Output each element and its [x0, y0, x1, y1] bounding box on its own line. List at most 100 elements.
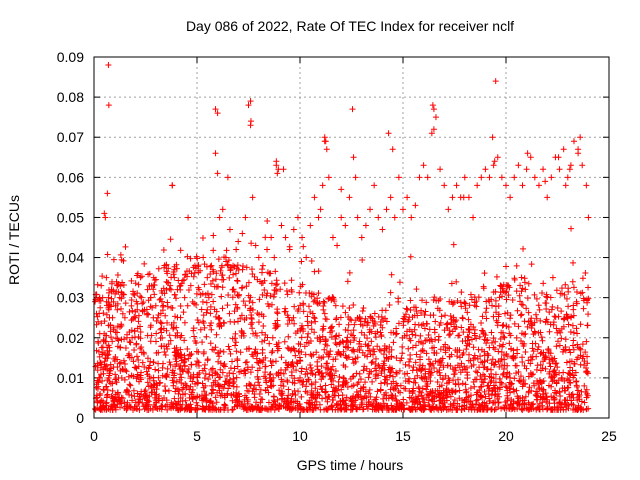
- data-point: [259, 291, 266, 298]
- data-point: [444, 391, 451, 398]
- data-point: [137, 274, 144, 281]
- data-point: [95, 338, 102, 345]
- data-point: [447, 362, 454, 369]
- data-point: [333, 332, 340, 339]
- data-point: [447, 313, 454, 320]
- data-point: [546, 328, 553, 335]
- data-point: [375, 362, 382, 369]
- data-point: [167, 361, 174, 368]
- data-point: [157, 310, 164, 317]
- data-point: [362, 379, 369, 386]
- data-point: [134, 306, 141, 313]
- data-point: [490, 313, 497, 320]
- data-point: [279, 395, 286, 402]
- data-point: [273, 277, 280, 284]
- data-point: [350, 360, 357, 367]
- data-point: [205, 294, 212, 301]
- data-point: [555, 154, 562, 161]
- data-point: [330, 356, 337, 363]
- data-point: [383, 206, 390, 213]
- data-point: [542, 365, 549, 372]
- data-point: [481, 358, 488, 365]
- data-point: [406, 314, 413, 321]
- data-point: [574, 397, 581, 404]
- data-point: [409, 388, 416, 395]
- data-point: [203, 299, 210, 306]
- data-point: [400, 322, 407, 329]
- data-point: [522, 348, 529, 355]
- data-point: [346, 269, 353, 276]
- data-point: [497, 289, 504, 296]
- data-point: [465, 316, 472, 323]
- data-point: [479, 406, 486, 413]
- data-point: [235, 318, 242, 325]
- data-point: [450, 241, 457, 248]
- data-point: [181, 276, 188, 283]
- data-point: [573, 406, 580, 413]
- data-point: [300, 308, 307, 315]
- axis-ticks: 0 5 10 15 20 2500.010.020.030.040.050.060.070…: [57, 49, 617, 444]
- data-point: [562, 182, 569, 189]
- data-point: [145, 364, 152, 371]
- data-point: [548, 355, 555, 362]
- data-point: [517, 312, 524, 319]
- data-point: [231, 288, 238, 295]
- data-point: [109, 387, 116, 394]
- data-point: [259, 338, 266, 345]
- data-point: [290, 226, 297, 233]
- data-point: [280, 403, 287, 410]
- data-point: [316, 334, 323, 341]
- data-point: [144, 355, 151, 362]
- data-point: [321, 299, 328, 306]
- data-point: [158, 343, 165, 350]
- data-point: [152, 366, 159, 373]
- data-point: [484, 350, 491, 357]
- data-point: [336, 340, 343, 347]
- data-point: [378, 332, 385, 339]
- data-point: [562, 281, 569, 288]
- data-point: [412, 202, 419, 209]
- data-point: [555, 313, 562, 320]
- data-point: [370, 322, 377, 329]
- data-point: [311, 194, 318, 201]
- data-point: [382, 315, 389, 322]
- data-point: [151, 291, 158, 298]
- data-point: [249, 194, 256, 201]
- data-point: [547, 374, 554, 381]
- data-point: [464, 309, 471, 316]
- data-point: [384, 376, 391, 383]
- data-point: [525, 280, 532, 287]
- data-point: [365, 374, 372, 381]
- data-point: [263, 292, 270, 299]
- data-point: [537, 329, 544, 336]
- data-point: [152, 302, 159, 309]
- data-point: [304, 406, 311, 413]
- data-point: [285, 333, 292, 340]
- data-point: [125, 388, 132, 395]
- data-point: [525, 406, 532, 413]
- data-point: [195, 319, 202, 326]
- data-point: [366, 368, 373, 375]
- data-point: [552, 389, 559, 396]
- y-axis-label: ROTI / TECUs: [6, 195, 22, 285]
- data-point: [184, 345, 191, 352]
- data-point: [550, 319, 557, 326]
- data-point: [208, 262, 215, 269]
- data-point: [399, 350, 406, 357]
- data-point: [347, 376, 354, 383]
- data-point: [129, 397, 136, 404]
- data-point: [193, 399, 200, 406]
- data-point: [464, 340, 471, 347]
- data-point: [448, 298, 455, 305]
- data-point: [246, 298, 253, 305]
- data-point: [322, 395, 329, 402]
- data-point: [577, 134, 584, 141]
- data-point: [479, 394, 486, 401]
- data-point: [418, 348, 425, 355]
- data-point: [201, 361, 208, 368]
- data-point: [173, 265, 180, 272]
- data-point: [187, 383, 194, 390]
- data-point: [324, 398, 331, 405]
- data-point: [574, 330, 581, 337]
- data-point: [95, 374, 102, 381]
